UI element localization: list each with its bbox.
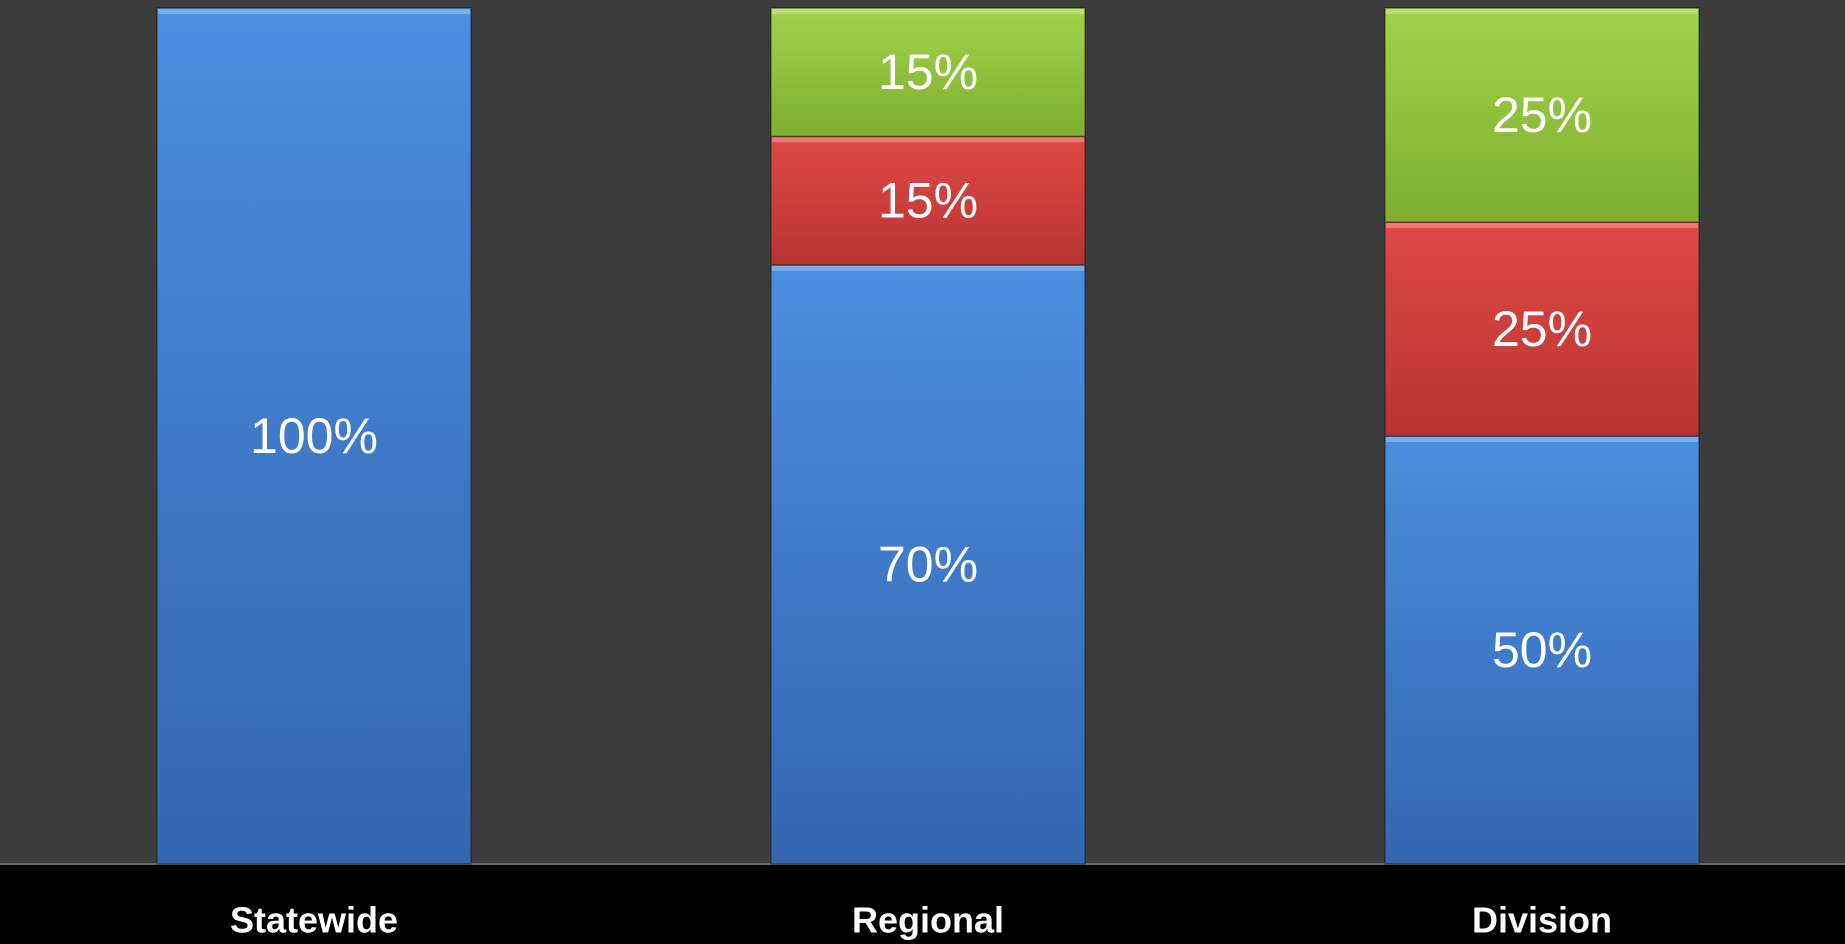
data-label-division-red: 25% <box>1492 301 1592 357</box>
bar-highlight-regional-green <box>772 9 1084 14</box>
category-label-statewide: Statewide <box>230 900 398 941</box>
bar-highlight-division-blue <box>1386 437 1698 442</box>
bar-highlight-division-red <box>1386 223 1698 228</box>
bar-regional-blue <box>770 264 1086 865</box>
category-label-division: Division <box>1472 900 1612 941</box>
bar-division-blue <box>1384 435 1700 865</box>
bar-division-green <box>1384 7 1700 223</box>
bar-highlight-statewide-blue <box>158 9 470 14</box>
category-label-regional: Regional <box>852 900 1004 941</box>
category-labels: Statewide Regional Division <box>230 900 1612 941</box>
bar-highlight-regional-blue <box>772 265 1084 271</box>
data-label-division-blue: 50% <box>1492 622 1592 678</box>
bar-highlight-regional-red <box>772 137 1084 143</box>
data-label-division-green: 25% <box>1492 87 1592 143</box>
bar-statewide-blue <box>156 7 472 865</box>
bar-regional-red <box>770 135 1086 266</box>
data-label-statewide-blue: 100% <box>250 408 378 464</box>
labels-layer: 100% 70% 15% 15% 50% 25% 25% <box>250 44 1592 678</box>
bar-highlight-division-green <box>1386 9 1698 14</box>
bar-regional-green <box>770 7 1086 138</box>
data-label-regional-blue: 70% <box>878 536 978 592</box>
bars-layer <box>156 7 1700 865</box>
bar-division-red <box>1384 221 1700 437</box>
data-label-regional-green: 15% <box>878 44 978 100</box>
data-label-regional-red: 15% <box>878 173 978 229</box>
